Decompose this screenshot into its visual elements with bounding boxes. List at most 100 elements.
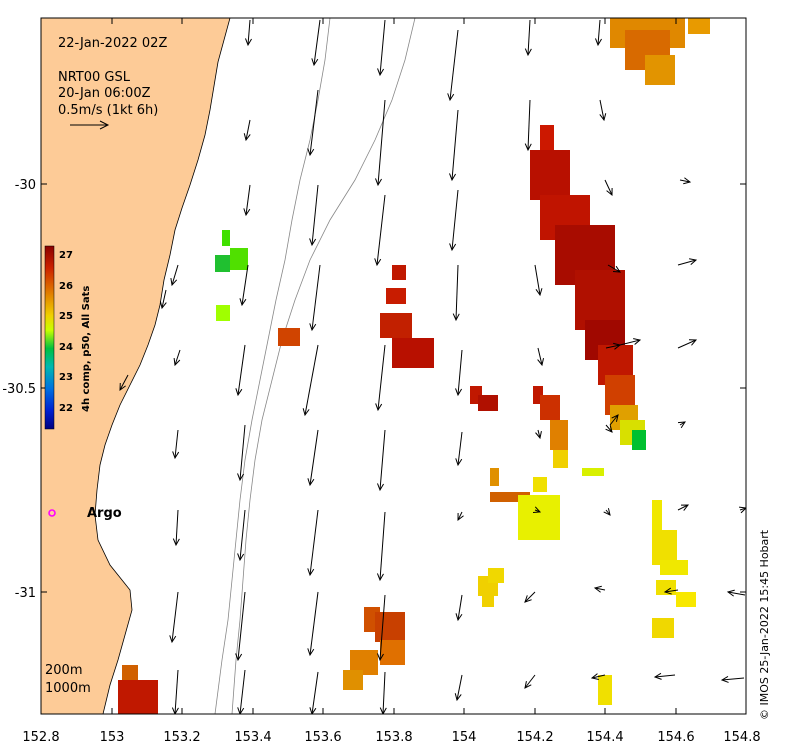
current-arrow [605,344,621,349]
current-arrow [377,99,386,186]
current-arrowhead [379,707,387,714]
current-arrow [309,429,319,486]
current-arrow [537,347,543,366]
current-arrow [376,194,386,266]
current-arrow [379,511,386,581]
current-arrow [594,587,606,591]
current-arrowhead [599,113,607,122]
current-arrow [161,289,167,309]
current-arrowhead [455,613,463,622]
current-arrowhead [535,431,542,440]
current-arrowhead [172,451,180,460]
colorbar-tick: 25 [59,311,73,322]
current-arrowhead [726,589,735,597]
current-arrowhead [452,313,460,322]
current-arrow [534,264,541,296]
current-arrow [311,264,321,331]
x-tick-label: 153.2 [163,730,200,745]
current-arrowhead [605,425,613,433]
current-arrowhead [683,177,692,185]
current-arrow [171,591,179,643]
current-arrowhead [612,265,621,273]
current-arrow [591,674,606,679]
current-arrow [607,264,621,273]
current-arrow [245,119,251,141]
current-arrowhead [243,208,251,217]
current-arrowhead [449,173,457,182]
current-arrowhead [590,673,599,681]
current-arrowhead [309,238,317,247]
current-arrowhead [119,382,126,392]
isobath-1000m-label: 1000m [45,681,91,696]
current-source-label: NRT00 GSL [58,70,131,85]
y-axis [41,183,746,593]
current-date-label: 20-Jan 06:00Z [58,86,151,101]
current-arrow [239,509,246,561]
y-tick-label: -31 [15,586,36,601]
current-arrowhead [309,707,317,714]
current-arrowhead [309,323,317,332]
current-arrow [524,674,536,689]
x-tick-label: 154.6 [657,730,694,745]
current-arrow [309,89,319,156]
current-arrowhead [239,298,247,307]
current-arrowhead [537,358,545,367]
current-arrow [609,414,619,426]
current-arrow [311,184,319,246]
current-arrow [537,429,541,439]
current-arrowhead [524,681,532,689]
current-arrowhead [170,278,178,287]
current-arrowhead [680,504,690,511]
current-arrow [456,674,463,701]
current-arrow [239,424,246,481]
current-arrow [311,671,319,714]
x-tick-label: 154.4 [586,730,623,745]
current-arrowhead [457,512,464,522]
x-axis [40,18,747,714]
argo-float-marker [48,509,56,517]
colorbar-tick: 23 [59,372,73,383]
current-arrowhead [449,243,457,252]
current-arrow [309,591,319,656]
current-arrow [304,344,319,416]
current-arrow [457,594,463,621]
current-arrow [451,189,459,251]
x-tick-label: 154.2 [516,730,553,745]
current-arrowhead [307,568,315,577]
current-arrowhead [455,458,463,467]
current-arrow [239,669,246,714]
current-arrowhead [688,339,698,346]
current-arrowhead [377,68,385,77]
date-label: 22-Jan-2022 02Z [58,36,167,51]
current-arrowhead [237,553,245,562]
current-arrowhead [595,38,602,47]
current-arrowhead [524,48,532,57]
current-arrow [619,339,641,346]
current-arrowhead [375,403,383,412]
current-arrowhead [374,258,382,267]
current-arrowhead [455,388,463,397]
x-tick-label: 154.8 [723,730,760,745]
current-arrowhead [611,414,619,422]
current-arrowhead [738,506,746,514]
current-arrow [605,424,613,433]
x-tick-label: 153.6 [304,730,341,745]
current-arrow [451,109,459,181]
current-arrow [174,429,179,459]
current-arrowhead [245,38,252,47]
current-arrowhead [447,93,455,102]
current-arrowhead [237,707,245,714]
current-arrowhead [603,508,611,516]
current-arrow [527,99,531,151]
current-arrowhead [524,595,532,603]
current-arrow [174,669,179,714]
current-arrow [679,179,691,183]
current-arrow [677,504,689,511]
current-arrow [379,19,386,76]
current-arrow [449,29,459,101]
current-arrow [455,264,459,321]
current-arrowhead [454,693,462,702]
current-arrow [664,589,679,593]
current-arrow [677,339,697,349]
